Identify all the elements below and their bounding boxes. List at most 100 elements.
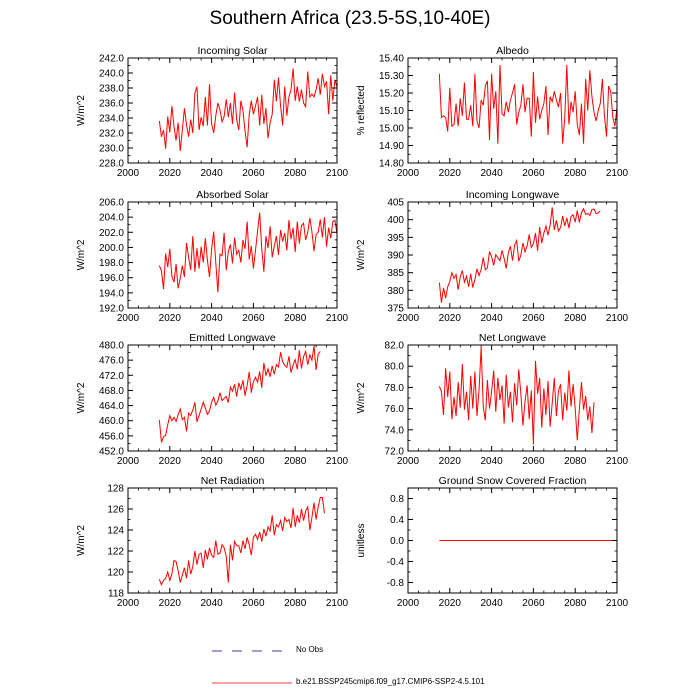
x-tick-label: 2060 [242,168,265,179]
series-line [438,64,617,144]
y-tick-label: 230.0 [99,144,124,155]
y-axis-label: W/m^2 [76,382,87,413]
x-tick-label: 2100 [326,313,349,324]
x-tick-label: 2100 [326,168,349,179]
y-tick-label: 200.0 [99,243,124,254]
y-tick-label: 126 [107,505,124,516]
y-tick-label: 242.0 [99,54,124,65]
x-tick-label: 2040 [480,598,503,609]
y-tick-label: 202.0 [99,228,124,239]
y-tick-label: 400 [387,215,404,226]
x-tick-label: 2000 [117,598,140,609]
plot-frame [127,57,338,164]
y-tick-label: 0.8 [390,494,404,505]
y-tick-label: 380 [387,286,404,297]
y-tick-label: 375 [387,304,404,315]
panel-title: Albedo [496,45,529,57]
y-tick-label: 238.0 [99,84,124,95]
y-tick-label: 234.0 [99,114,124,125]
y-tick-label: 460.0 [99,416,124,427]
y-tick-label: 15.20 [379,89,404,100]
y-tick-label: 468.0 [99,386,124,397]
legend-obs-line [212,650,292,652]
panel-albedo: Albedo % reflected 2000 2020 2040 2060 2080 210… [356,45,629,179]
x-tick-label: 2060 [522,598,545,609]
panel-title: Net Longwave [479,332,546,344]
y-tick-label: 204.0 [99,213,124,224]
y-tick-label: 82.0 [385,341,405,352]
y-tick-label: 385 [387,268,404,279]
x-tick-label: 2040 [480,456,503,467]
y-tick-label: 456.0 [99,431,124,442]
y-tick-label: 196.0 [99,273,124,284]
y-tick-label: 120 [107,568,124,579]
y-tick-label: 464.0 [99,401,124,412]
y-tick-label: 0.0 [390,536,404,547]
x-tick-label: 2080 [284,598,307,609]
y-tick-label: 76.0 [385,404,405,415]
x-tick-label: 2020 [159,456,182,467]
series-line [158,496,325,586]
x-tick-label: 2080 [564,456,587,467]
x-tick-label: 2100 [326,456,349,467]
x-tick-label: 2080 [564,313,587,324]
x-tick-label: 2000 [397,598,420,609]
y-tick-label: 472.0 [99,371,124,382]
plot-frame [127,201,338,309]
x-tick-label: 2040 [480,313,503,324]
panel-emitted-longwave: Emitted Longwave W/m^2 2000 2020 2040 2060 208… [76,332,349,467]
plot-frame [407,201,618,309]
figure-title: Southern Africa (23.5-5S,10-40E) [209,8,491,29]
x-tick-label: 2020 [439,598,462,609]
y-axis-label: % reflected [356,85,367,135]
x-tick-label: 2000 [397,313,420,324]
y-tick-label: 405 [387,198,404,209]
x-tick-label: 2060 [522,168,545,179]
x-tick-label: 2040 [200,168,223,179]
x-tick-label: 2040 [200,456,223,467]
plot-frame [127,487,338,594]
x-tick-label: 2000 [397,168,420,179]
y-tick-label: 128 [107,484,124,495]
x-tick-label: 2060 [242,456,265,467]
x-tick-label: 2100 [606,168,629,179]
series-line [158,212,337,293]
y-tick-label: 390 [387,251,404,262]
y-tick-label: 228.0 [99,159,124,170]
y-tick-label: 206.0 [99,198,124,209]
x-tick-label: 2060 [522,456,545,467]
panel-incoming-longwave: Incoming Longwave W/m^2 2000 2020 2040 2060 20… [356,189,629,324]
x-tick-label: 2080 [284,168,307,179]
panel-title: Absorbed Solar [196,189,269,201]
x-tick-label: 2040 [200,313,223,324]
y-tick-label: 236.0 [99,99,124,110]
y-tick-label: 194.0 [99,288,124,299]
x-tick-label: 2060 [242,313,265,324]
y-tick-label: 122 [107,547,124,558]
series-line [438,347,595,445]
series-line [158,68,337,152]
x-tick-label: 2000 [397,456,420,467]
y-tick-label: -0.4 [387,557,405,568]
x-tick-label: 2080 [284,313,307,324]
x-tick-label: 2100 [606,598,629,609]
x-tick-label: 2020 [159,313,182,324]
y-axis-label: W/m^2 [76,239,87,270]
y-tick-label: 15.40 [379,54,404,65]
panel-title: Ground Snow Covered Fraction [439,475,587,487]
x-tick-label: 2060 [242,598,265,609]
y-tick-label: 118 [108,589,124,600]
x-tick-label: 2080 [564,168,587,179]
panel-title: Net Radiation [201,475,265,487]
x-tick-label: 2100 [606,313,629,324]
series-line [438,207,601,303]
legend-model-line [212,682,292,684]
panel-net-longwave: Net Longwave W/m^2 2000 2020 2040 2060 2080 210… [356,332,629,467]
panel-net-radiation: Net Radiation W/m^2 2000 2020 2040 2060 2080 21… [76,475,349,609]
y-tick-label: 476.0 [99,356,124,367]
y-tick-label: 15.30 [379,71,404,82]
y-tick-label: 15.00 [379,124,404,135]
x-tick-label: 2100 [326,598,349,609]
x-tick-label: 2000 [117,168,140,179]
